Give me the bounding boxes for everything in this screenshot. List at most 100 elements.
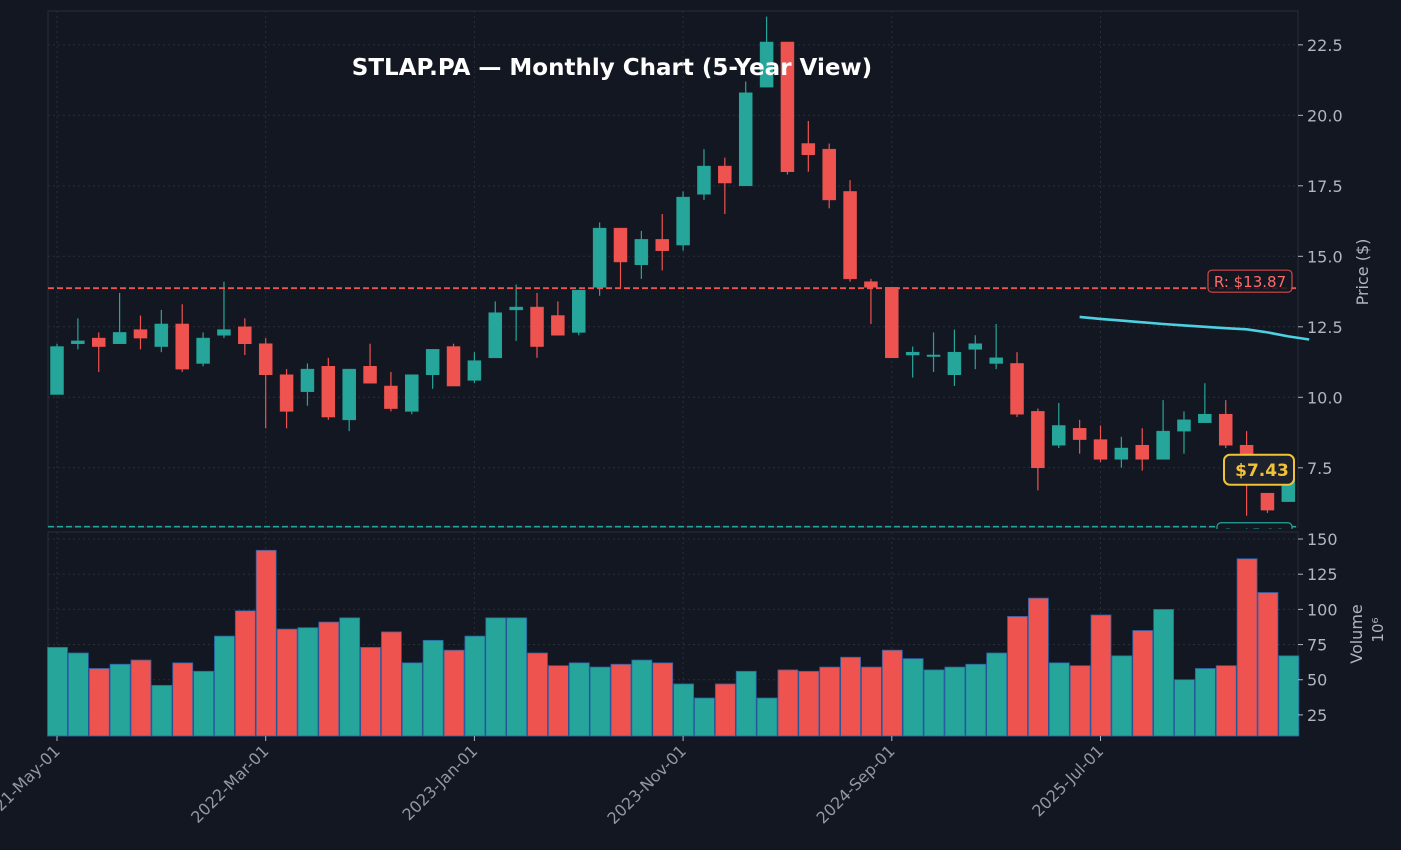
- volume-bar: [276, 628, 298, 737]
- candle-body: [217, 329, 231, 336]
- price-panel-frame: [47, 10, 1299, 528]
- volume-bar: [861, 666, 882, 737]
- volume-tick-label: 25: [1307, 706, 1327, 725]
- price-axis-label: Price ($): [1353, 239, 1372, 306]
- price-tick-label: 12.5: [1307, 318, 1343, 337]
- candle-body: [154, 323, 169, 347]
- candle-body: [718, 165, 732, 184]
- moving-average-line: [1079, 315, 1310, 341]
- candle-body: [822, 148, 836, 201]
- candle-body: [321, 366, 336, 418]
- last-price-badge: [1223, 453, 1295, 486]
- candle-body: [425, 349, 440, 375]
- candle-body: [926, 354, 941, 357]
- volume-bar: [193, 670, 214, 737]
- candle-body: [133, 329, 148, 339]
- candle-body: [300, 368, 315, 392]
- volume-tick-label: 150: [1307, 530, 1338, 549]
- time-tick-label: 2021-May-01: [0, 741, 64, 829]
- candle-body: [196, 337, 210, 364]
- time-tick-label: 2023-Jan-01: [398, 741, 481, 824]
- candle-body: [634, 239, 649, 266]
- volume-bar: [67, 652, 89, 737]
- candle-body: [238, 326, 252, 344]
- price-tick-label: 20.0: [1307, 106, 1343, 125]
- candle-body: [968, 343, 983, 350]
- price-tick-label: 17.5: [1307, 177, 1343, 196]
- candle-body: [572, 289, 586, 333]
- candle-body: [405, 374, 419, 412]
- volume-bar: [1027, 597, 1049, 737]
- volume-bar: [1257, 592, 1279, 737]
- price-tick-label: 15.0: [1307, 247, 1343, 266]
- candle-body: [1218, 413, 1233, 446]
- volume-bar: [1236, 558, 1258, 737]
- volume-bar: [443, 649, 465, 737]
- volume-bar: [589, 666, 611, 737]
- candle-body: [91, 337, 106, 347]
- volume-bar: [1090, 614, 1112, 737]
- candle-body: [613, 227, 628, 263]
- volume-bar: [109, 663, 131, 737]
- resistance-label-box: [1207, 269, 1293, 293]
- candle-body: [1010, 363, 1024, 415]
- support-label-group: S: $5.21: [1216, 522, 1293, 544]
- volume-bar: [840, 656, 861, 737]
- volume-bar: [339, 617, 361, 737]
- candle-body: [1177, 419, 1191, 432]
- volume-bar: [422, 639, 444, 737]
- volume-bar: [944, 666, 966, 737]
- volume-bar: [464, 635, 486, 737]
- volume-bar: [318, 621, 340, 737]
- time-tick-label: 2024-Sep-01: [813, 741, 899, 827]
- candle-body: [488, 312, 503, 359]
- candlesticks: [50, 16, 1296, 516]
- volume-bar: [172, 662, 194, 737]
- candle-body: [1093, 439, 1108, 460]
- candle-body: [71, 340, 85, 344]
- price-tick-label: 7.5: [1307, 459, 1332, 478]
- candle-body: [467, 360, 482, 381]
- volume-bar: [756, 697, 778, 737]
- resistance-label: R: $13.87: [1214, 273, 1286, 291]
- volume-bar: [485, 617, 507, 737]
- volume-tick-label: 75: [1307, 636, 1327, 655]
- volume-bar: [735, 670, 757, 737]
- candle-body: [279, 374, 294, 412]
- time-tick-label: 2022-Mar-01: [187, 741, 272, 826]
- volume-bar: [401, 662, 423, 737]
- volume-bar: [381, 631, 402, 737]
- volume-bar: [568, 662, 590, 737]
- volume-bar: [88, 668, 110, 737]
- volume-bar: [1069, 665, 1091, 737]
- support-label-box: [1216, 522, 1293, 529]
- candle-body: [864, 281, 878, 288]
- candle-body: [175, 323, 189, 370]
- volume-bar: [1132, 630, 1154, 737]
- volume-bar: [151, 684, 173, 737]
- volume-bar: [1174, 679, 1195, 737]
- support-label: S: $5.21: [1223, 526, 1285, 544]
- volume-axis-exponent: 10⁶: [1369, 617, 1387, 642]
- volume-bar: [881, 649, 903, 737]
- volume-bar: [902, 658, 924, 737]
- candle-body: [801, 143, 816, 156]
- candle-body: [885, 287, 899, 359]
- volume-tick-label: 50: [1307, 671, 1327, 690]
- volume-bar: [798, 670, 820, 737]
- volume-bar: [1153, 608, 1175, 737]
- candle-body: [1135, 444, 1149, 460]
- candle-body: [50, 346, 64, 395]
- volume-bar: [255, 549, 277, 737]
- candle-body: [530, 306, 544, 347]
- volume-bar: [297, 627, 319, 737]
- volume-bar: [130, 659, 152, 737]
- volume-bar: [1215, 665, 1237, 737]
- candle-body: [592, 227, 607, 288]
- volume-bar: [547, 665, 569, 737]
- candle-body: [738, 92, 753, 187]
- candle-body: [655, 239, 669, 251]
- volume-bar: [214, 635, 235, 737]
- candle-body: [1156, 430, 1170, 460]
